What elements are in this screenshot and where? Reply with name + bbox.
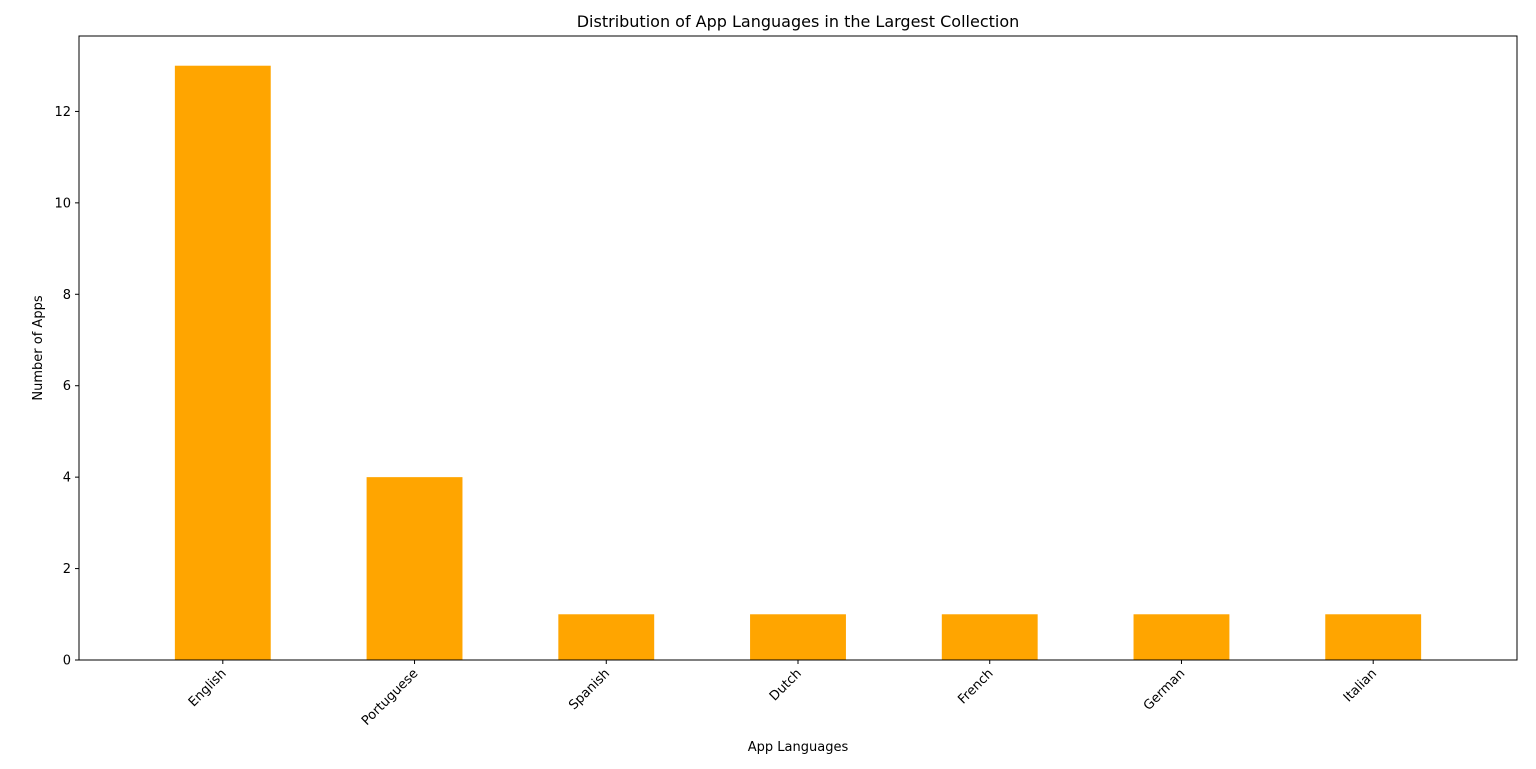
x-axis-label: App Languages: [748, 740, 849, 755]
y-axis: 0 2 4 6 8 10 12: [54, 105, 79, 669]
bar-spanish: [558, 614, 655, 660]
bars-layer: [174, 65, 1422, 660]
y-tick-label: 12: [54, 105, 71, 120]
y-tick-label: 0: [63, 654, 71, 669]
y-tick-label: 8: [63, 288, 71, 303]
bar-german: [1133, 614, 1230, 660]
x-tick-label-portuguese: Portuguese: [359, 666, 421, 728]
x-axis: English Portuguese Spanish Dutch French Germa…: [186, 660, 1380, 729]
bar-english: [174, 65, 271, 660]
x-tick-label-french: French: [955, 666, 996, 707]
x-tick-label-spanish: Spanish: [566, 666, 613, 713]
y-tick-label: 10: [54, 196, 71, 211]
y-tick-label: 2: [63, 562, 71, 577]
bar-portuguese: [366, 477, 463, 660]
x-tick-label-dutch: Dutch: [767, 666, 805, 704]
x-tick-label-english: English: [186, 666, 230, 710]
plot-frame: [78, 35, 1518, 661]
y-tick-label: 4: [63, 471, 71, 486]
chart-title: Distribution of App Languages in the Lar…: [577, 12, 1020, 31]
y-axis-label: Number of Apps: [31, 295, 46, 400]
bar-italian: [1325, 614, 1422, 660]
x-tick-label-italian: Italian: [1341, 666, 1380, 705]
bar-french: [941, 614, 1038, 660]
y-tick-label: 6: [63, 379, 71, 394]
x-tick-label-german: German: [1141, 666, 1188, 713]
bar-dutch: [750, 614, 846, 660]
